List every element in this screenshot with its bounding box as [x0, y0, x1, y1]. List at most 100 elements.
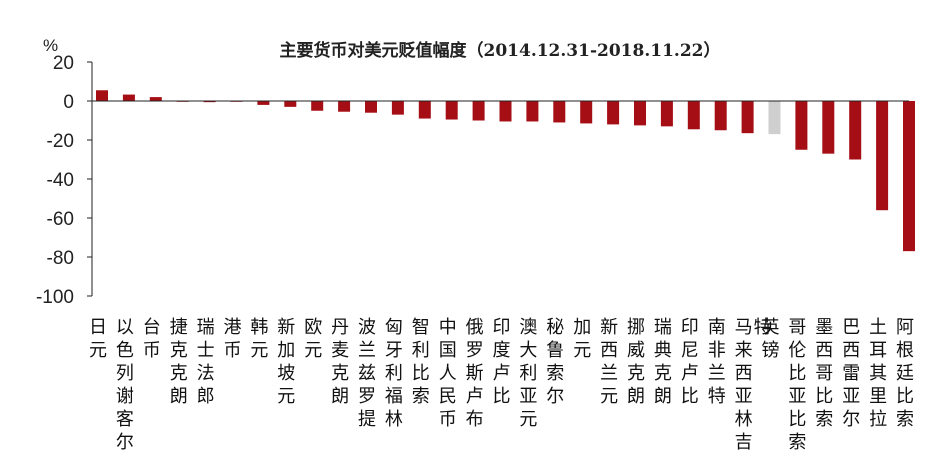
- x-tick-label-char: 克: [627, 363, 645, 384]
- x-tick-label-char: 国: [439, 340, 457, 361]
- x-tick-label-char: 尔: [116, 432, 134, 453]
- x-tick-label-char: 来: [735, 340, 753, 361]
- x-tick-label-char: 尔: [842, 409, 860, 430]
- x-tick-label-char: 亚: [842, 386, 860, 407]
- x-tick-label-char: 镑: [762, 340, 780, 361]
- x-tick-label-char: 丹: [331, 317, 349, 338]
- x-tick-label-char: 元: [304, 340, 322, 361]
- x-tick-label-char: 谢: [116, 386, 134, 407]
- x-tick-label-char: 新: [600, 317, 618, 338]
- x-tick-label-char: 元: [573, 340, 591, 361]
- y-tick-label: -40: [47, 170, 74, 191]
- x-tick-label-char: 索: [788, 432, 806, 453]
- x-tick-label-char: 西: [815, 340, 833, 361]
- x-tick-label-char: 印: [681, 317, 699, 338]
- x-tick-label-char: 布: [466, 409, 484, 430]
- x-tick-label-char: 币: [224, 340, 242, 361]
- x-tick-label-char: 马: [735, 317, 753, 338]
- x-tick-label-char: 克: [331, 363, 349, 384]
- bar: [418, 101, 431, 119]
- x-tick-label-char: 罗: [358, 386, 376, 407]
- x-tick-label-char: 特: [754, 317, 772, 338]
- x-tick-label-char: 以: [116, 317, 134, 338]
- x-tick-label-char: 元: [519, 409, 537, 430]
- x-tick-label-char: 哥: [788, 317, 806, 338]
- x-tick-label-char: 度: [493, 340, 511, 361]
- bar: [580, 101, 593, 124]
- bar: [391, 101, 404, 115]
- x-tick-label-char: 士: [197, 340, 215, 361]
- x-tick-label-char: 西: [600, 340, 618, 361]
- x-tick-label-char: 尔: [546, 386, 564, 407]
- y-axis-ticks: 20 0 -20 -40 -60 -80 -100: [36, 53, 92, 308]
- x-tick-label-char: 秘: [546, 317, 564, 338]
- y-tick-label: -80: [47, 248, 74, 269]
- x-tick-label-char: 提: [358, 409, 376, 430]
- x-tick-label-char: 台: [143, 317, 161, 338]
- bar: [876, 101, 889, 211]
- bar-series: [96, 90, 915, 252]
- x-tick-label-char: 里: [869, 386, 887, 407]
- bar: [338, 101, 351, 112]
- x-tick-label-char: 比: [681, 386, 699, 407]
- x-tick-label-char: 兰: [600, 363, 618, 384]
- x-tick-label-char: 根: [896, 340, 914, 361]
- x-tick-label-char: 法: [197, 363, 215, 384]
- x-tick-label-char: 印: [493, 317, 511, 338]
- bar: [96, 90, 108, 101]
- x-tick-label-char: 日: [89, 317, 107, 338]
- x-tick-label-char: 朗: [170, 386, 188, 407]
- x-tick-label-char: 币: [143, 340, 161, 361]
- x-tick-label-char: 朗: [331, 386, 349, 407]
- bar: [149, 97, 162, 101]
- x-tick-label-char: 坡: [277, 363, 295, 384]
- x-tick-label-char: 克: [170, 340, 188, 361]
- x-tick-label-char: 耳: [869, 340, 887, 361]
- x-tick-label-char: 麦: [331, 340, 349, 361]
- y-tick-label: 20: [53, 53, 74, 74]
- bar: [849, 101, 862, 160]
- x-tick-label-char: 波: [358, 317, 376, 338]
- bar: [607, 101, 620, 125]
- x-tick-label-char: 南: [708, 317, 726, 338]
- bar: [526, 101, 539, 122]
- x-tick-label-char: 西: [842, 340, 860, 361]
- x-tick-label-char: 福: [385, 386, 403, 407]
- bar: [660, 101, 673, 127]
- x-tick-label-char: 瑞: [654, 317, 672, 338]
- x-tick-label-char: 斯: [466, 363, 484, 384]
- chart-title: 主要货币对美元贬值幅度（2014.12.31-2018.11.22）: [280, 40, 721, 61]
- x-tick-label-char: 拉: [869, 409, 887, 430]
- x-tick-label-char: 墨: [815, 317, 833, 338]
- x-tick-label-char: 比: [412, 363, 430, 384]
- x-tick-label-char: 朗: [654, 386, 672, 407]
- x-tick-label-char: 人: [439, 363, 457, 384]
- x-tick-label-char: 林: [385, 409, 403, 430]
- x-tick-label-char: 利: [412, 340, 430, 361]
- x-tick-label-char: 索: [546, 363, 564, 384]
- bar: [257, 101, 270, 105]
- x-tick-label-char: 元: [89, 340, 107, 361]
- x-tick-label-char: 雷: [842, 363, 860, 384]
- x-tick-label-char: 捷: [170, 317, 188, 338]
- x-tick-label-char: 威: [627, 340, 645, 361]
- x-tick-label-char: 比: [896, 386, 914, 407]
- y-tick-label: -60: [47, 209, 74, 230]
- x-tick-label-char: 元: [250, 340, 268, 361]
- bar: [203, 101, 216, 103]
- bar: [714, 101, 727, 131]
- x-tick-label-char: 瑞: [197, 317, 215, 338]
- x-tick-label-char: 典: [654, 340, 672, 361]
- x-tick-label-char: 元: [600, 386, 618, 407]
- bar: [472, 101, 485, 121]
- x-tick-label-char: 比: [788, 409, 806, 430]
- x-tick-label-char: 阿: [896, 317, 914, 338]
- bar: [741, 101, 754, 134]
- x-tick-label-char: 挪: [627, 317, 645, 338]
- x-tick-label-char: 比: [788, 363, 806, 384]
- x-tick-label-char: 兹: [358, 363, 376, 384]
- x-tick-label-char: 克: [170, 363, 188, 384]
- x-tick-label-char: 索: [412, 386, 430, 407]
- x-tick-label-char: 非: [708, 340, 726, 361]
